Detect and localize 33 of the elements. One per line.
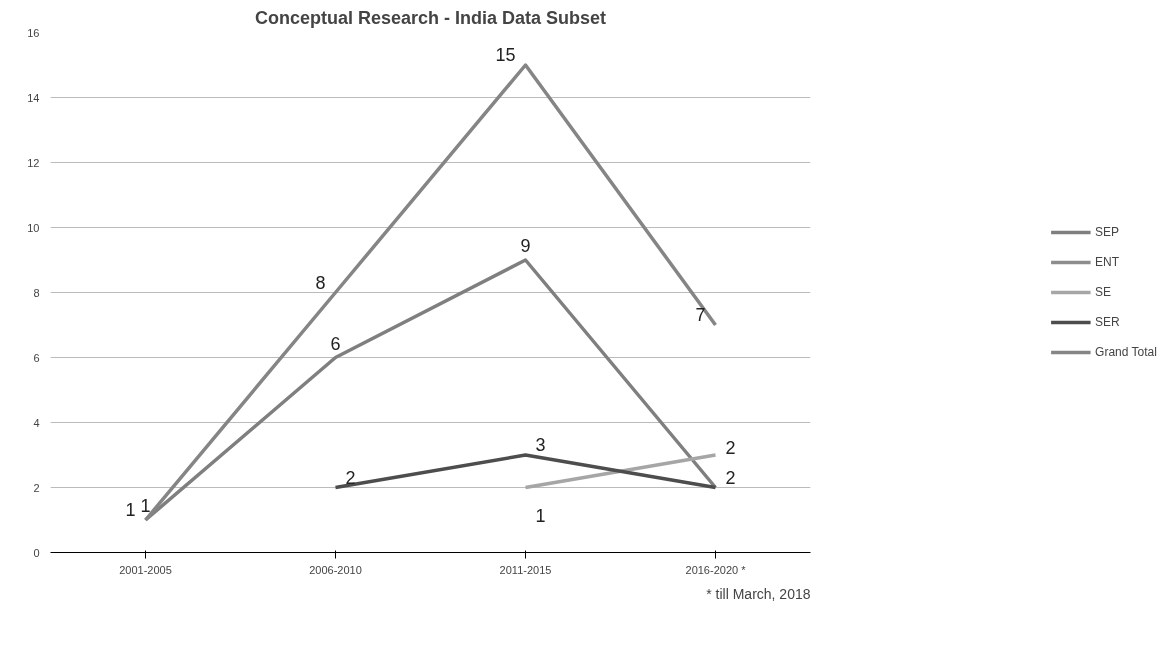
annotation: 1 <box>535 506 546 526</box>
chart-title: Conceptual Research - India Data Subset <box>254 7 607 28</box>
data-label: 9 <box>520 236 531 256</box>
data-label: 2 <box>345 467 356 488</box>
data-label: 1 <box>140 496 151 516</box>
y-tick-label: 6 <box>33 351 40 364</box>
y-tick-label: 0 <box>33 546 40 559</box>
y-tick-label: 4 <box>33 416 40 429</box>
annotation: 2 <box>725 437 736 458</box>
data-label: 6 <box>330 333 341 354</box>
x-tick-label: 2011-2015 <box>499 563 552 576</box>
data-label: 15 <box>495 45 516 65</box>
data-label: 2 <box>725 467 736 488</box>
data-label: 3 <box>535 435 546 455</box>
y-tick-label: 16 <box>27 26 40 39</box>
data-label: 8 <box>315 272 326 293</box>
data-label: 7 <box>695 305 706 325</box>
x-tick-label: 2016-2020 * <box>685 563 747 576</box>
x-tick-label: 2006-2010 <box>309 563 362 576</box>
y-tick-label: 14 <box>27 91 40 104</box>
legend-label: Grand Total <box>1095 345 1157 359</box>
legend-label: SEP <box>1095 225 1120 239</box>
y-tick-label: 10 <box>27 221 40 234</box>
data-label: 1 <box>125 500 136 520</box>
y-tick-label: 8 <box>33 286 40 299</box>
y-tick-label: 12 <box>27 156 40 169</box>
x-tick-label: 2001-2005 <box>119 563 172 576</box>
legend-label: SE <box>1095 285 1113 299</box>
y-tick-label: 2 <box>33 481 40 494</box>
line-series <box>143 63 718 522</box>
legend-label: SER <box>1095 315 1120 329</box>
text: * till March, 2018 <box>706 585 811 602</box>
legend-label: ENT <box>1095 255 1120 269</box>
